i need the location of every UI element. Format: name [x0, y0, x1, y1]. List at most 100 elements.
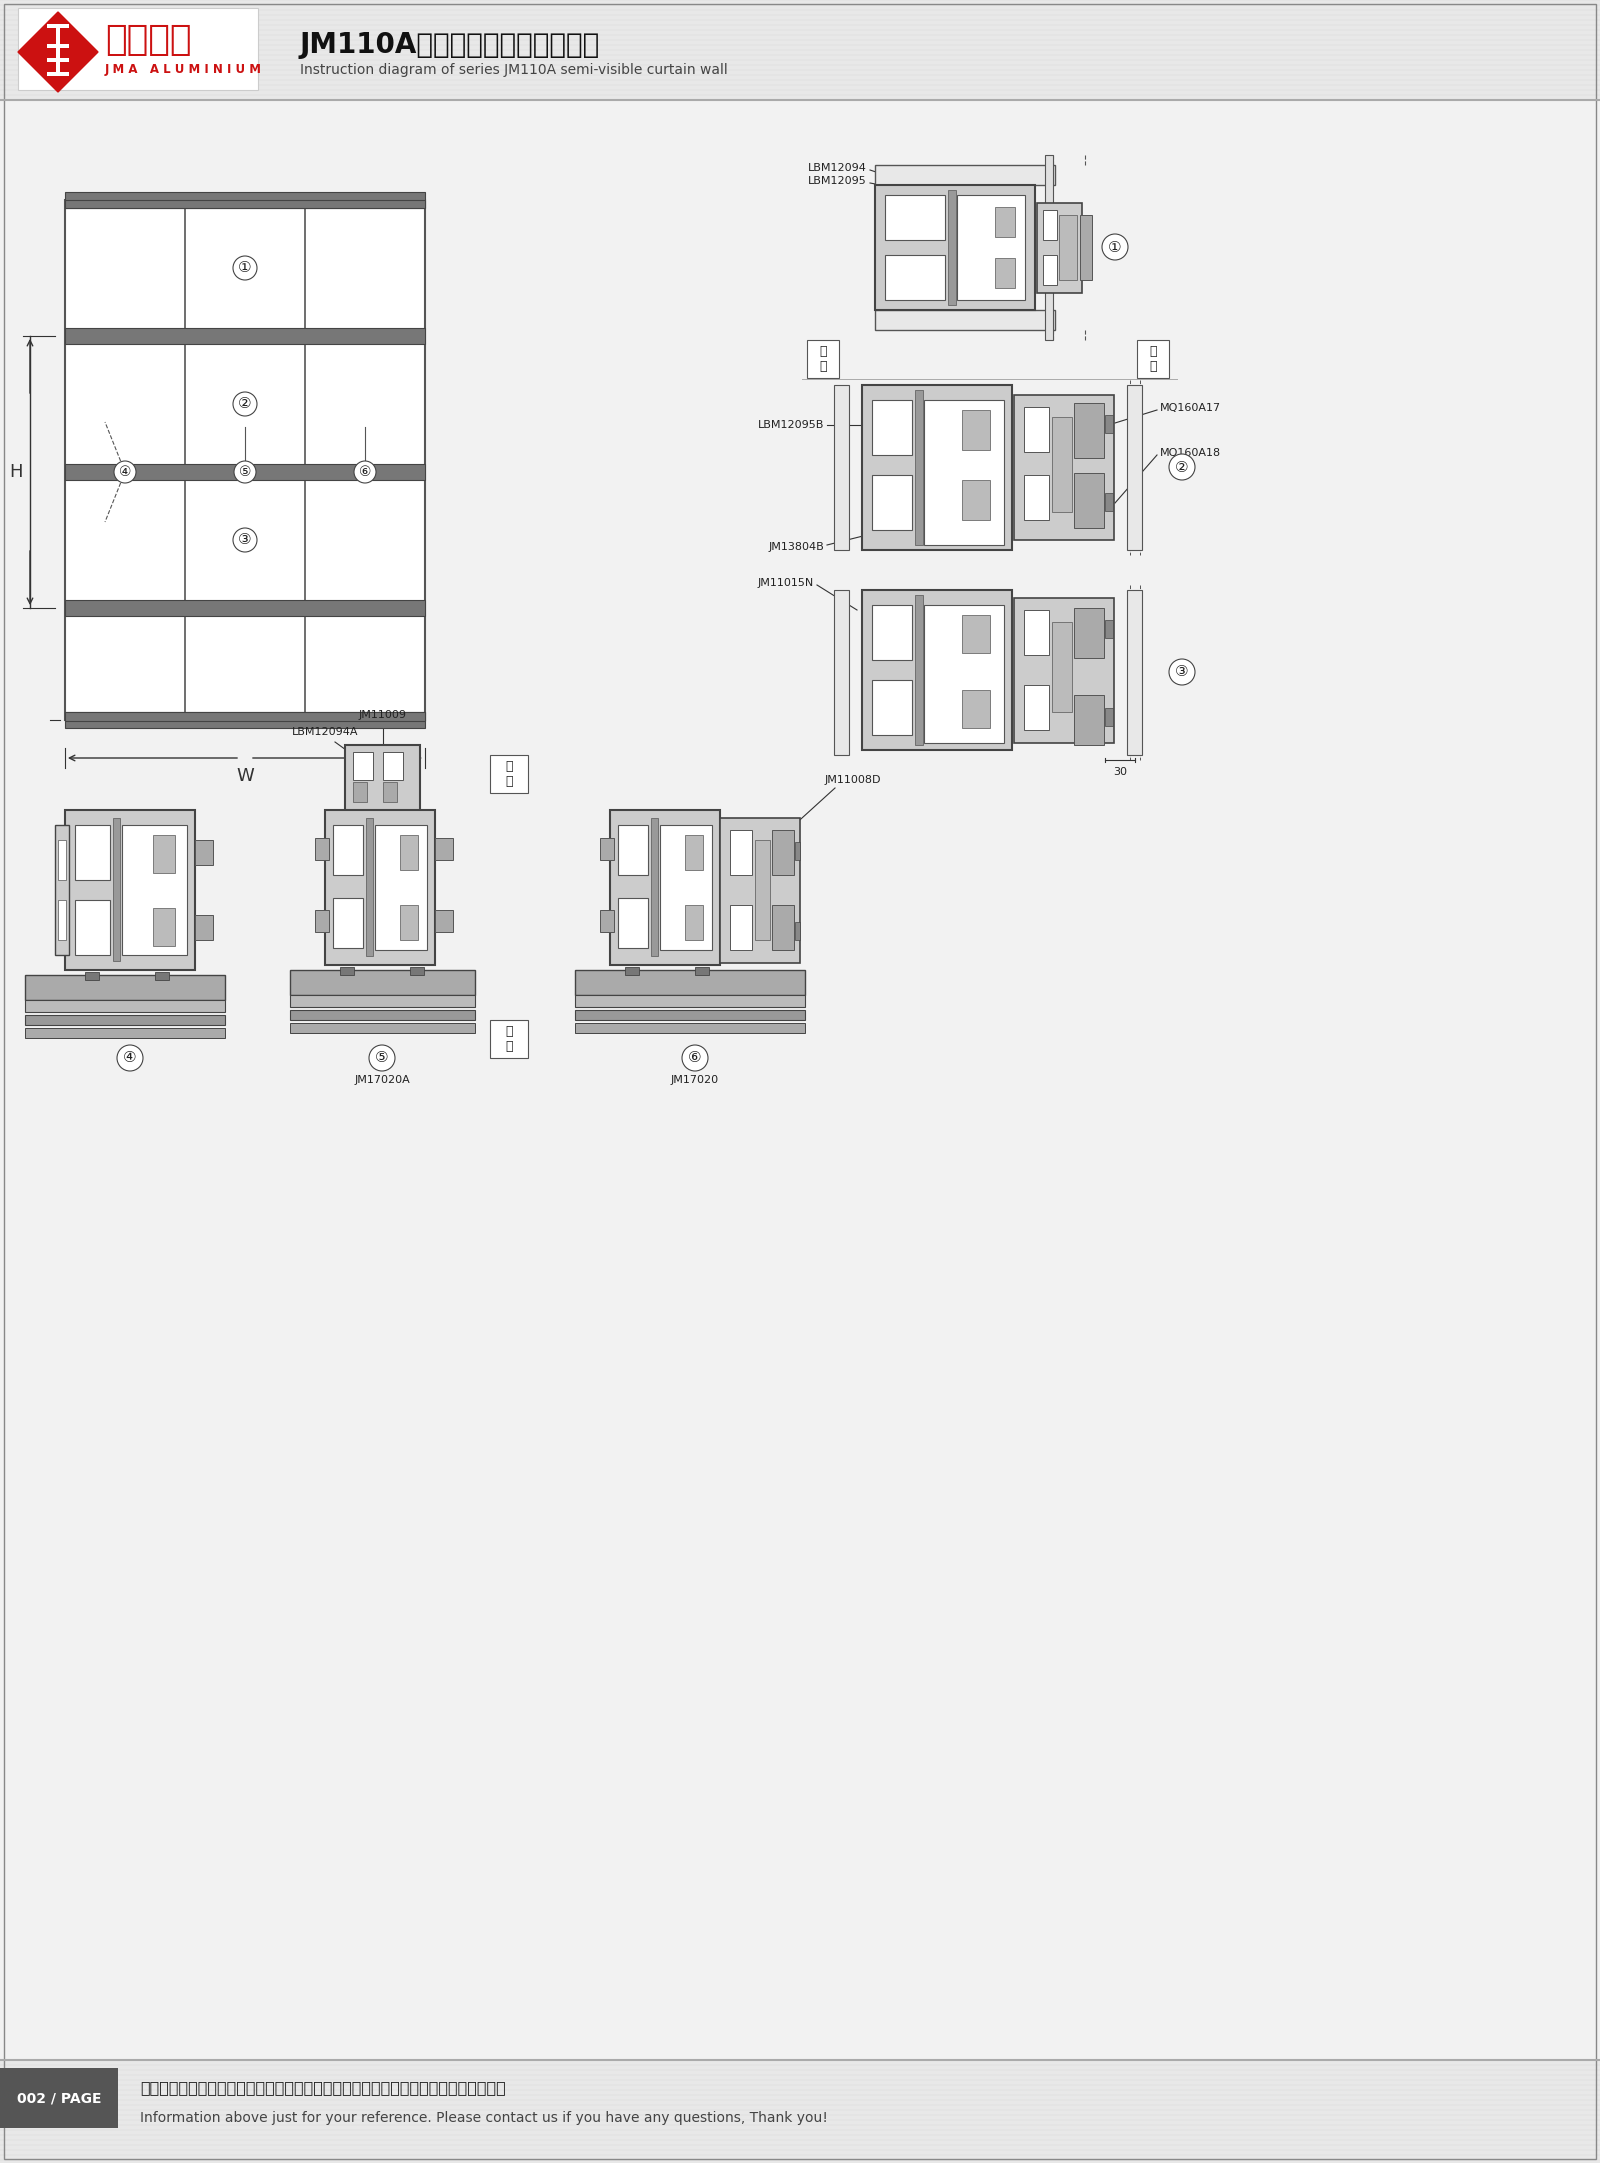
Bar	[1024, 407, 1050, 452]
Bar	[354, 753, 373, 781]
Bar	[290, 1010, 475, 1021]
Text: ⑤: ⑤	[374, 1051, 389, 1066]
Bar	[610, 809, 720, 965]
Text: LBM12095: LBM12095	[808, 175, 867, 186]
Text: JM11009: JM11009	[358, 709, 406, 720]
Bar	[755, 839, 770, 941]
Text: Information above just for your reference. Please contact us if you have any que: Information above just for your referenc…	[141, 2111, 827, 2124]
Bar	[56, 48, 61, 58]
Bar	[490, 755, 528, 794]
Bar	[26, 1014, 226, 1025]
Circle shape	[234, 528, 258, 552]
Bar	[1024, 476, 1050, 519]
Bar	[1106, 415, 1114, 433]
Bar	[154, 835, 174, 874]
Bar	[1126, 385, 1142, 549]
Bar	[730, 904, 752, 950]
Text: 室
内: 室 内	[819, 346, 827, 372]
Text: JM11015N: JM11015N	[758, 578, 814, 588]
Bar	[651, 818, 658, 956]
Text: W: W	[237, 768, 254, 785]
Text: ④: ④	[118, 465, 131, 478]
Bar	[382, 783, 397, 802]
Circle shape	[1170, 454, 1195, 480]
Bar	[834, 385, 850, 549]
Bar	[1024, 686, 1050, 729]
Bar	[75, 824, 110, 880]
Bar	[1138, 340, 1170, 379]
Bar	[618, 824, 648, 876]
Bar	[382, 753, 403, 781]
Text: JM110A系列横明竖隐幕墙结构图: JM110A系列横明竖隐幕墙结构图	[301, 30, 600, 58]
Bar	[600, 911, 614, 932]
Bar	[995, 208, 1014, 238]
Text: ③: ③	[1174, 664, 1189, 679]
Bar	[0, 2059, 1600, 2163]
Bar	[795, 921, 800, 941]
Text: ⑥: ⑥	[688, 1051, 702, 1066]
Text: ⑥: ⑥	[358, 465, 371, 478]
Text: MQ160A18: MQ160A18	[1160, 448, 1221, 459]
Circle shape	[354, 461, 376, 482]
Bar	[339, 967, 354, 976]
Bar	[290, 969, 475, 995]
Bar	[56, 63, 61, 71]
Bar	[315, 911, 330, 932]
Bar	[957, 195, 1026, 301]
Bar	[66, 193, 426, 208]
Bar	[885, 255, 946, 301]
Circle shape	[234, 392, 258, 415]
Bar	[885, 195, 946, 240]
Bar	[574, 1023, 805, 1034]
Bar	[574, 969, 805, 995]
Text: JM13804B: JM13804B	[768, 543, 824, 552]
Text: LBM12094: LBM12094	[808, 162, 867, 173]
Text: MQ160A17: MQ160A17	[1160, 402, 1221, 413]
Bar	[66, 712, 426, 720]
Bar	[26, 976, 226, 999]
Bar	[574, 995, 805, 1008]
Bar	[0, 0, 1600, 99]
Bar	[122, 824, 187, 956]
Bar	[66, 199, 426, 720]
Text: ④: ④	[123, 1051, 138, 1066]
Text: LBM12095B: LBM12095B	[758, 420, 824, 430]
Bar	[374, 824, 427, 950]
Circle shape	[370, 1045, 395, 1071]
Bar	[114, 818, 120, 960]
Bar	[66, 329, 426, 344]
Bar	[400, 904, 418, 941]
Bar	[1106, 621, 1114, 638]
Bar	[1043, 210, 1058, 240]
Bar	[862, 385, 1013, 549]
Bar	[0, 2068, 118, 2128]
Bar	[1126, 590, 1142, 755]
Bar	[195, 915, 213, 941]
Bar	[661, 824, 712, 950]
Bar	[872, 679, 912, 735]
Bar	[1059, 214, 1077, 279]
Circle shape	[117, 1045, 142, 1071]
Text: 图中所示型材截面、装配、编号、尺寸及重量仅供参考。如有疑问，请向本公司查询。: 图中所示型材截面、装配、编号、尺寸及重量仅供参考。如有疑问，请向本公司查询。	[141, 2081, 506, 2096]
Bar	[1014, 597, 1114, 744]
Bar	[56, 28, 61, 48]
Bar	[875, 164, 1054, 186]
Text: ②: ②	[238, 396, 251, 411]
Bar	[66, 599, 426, 616]
Bar	[46, 58, 69, 63]
Bar	[46, 71, 69, 76]
Bar	[1074, 474, 1104, 528]
Bar	[315, 837, 330, 861]
Circle shape	[234, 255, 258, 279]
Bar	[290, 995, 475, 1008]
Bar	[435, 911, 453, 932]
Polygon shape	[18, 13, 98, 93]
Bar	[685, 835, 702, 870]
Bar	[962, 690, 990, 729]
Bar	[1045, 156, 1053, 340]
Bar	[1043, 255, 1058, 286]
Bar	[1106, 493, 1114, 510]
Text: ①: ①	[1109, 240, 1122, 255]
Bar	[995, 257, 1014, 288]
Bar	[771, 904, 794, 950]
